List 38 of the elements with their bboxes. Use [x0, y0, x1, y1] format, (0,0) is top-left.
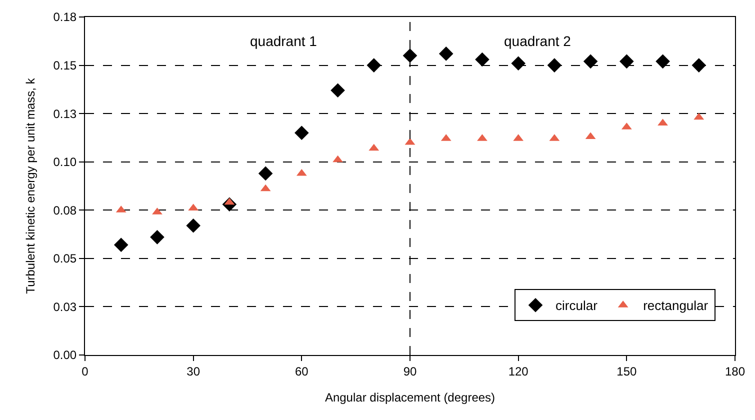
legend-label: rectangular [643, 298, 709, 314]
point [186, 218, 200, 233]
y-tick-label: 0.05 [53, 252, 77, 266]
annotation: quadrant 2 [504, 33, 572, 49]
x-tick-label: 180 [724, 364, 746, 378]
x-tick-label: 150 [616, 364, 637, 378]
y-tick-label: 0.00 [53, 348, 77, 362]
point [258, 166, 273, 181]
x-tick-label: 90 [403, 364, 417, 378]
point [438, 46, 454, 61]
y-tick-label: 0.15 [53, 58, 77, 72]
x-tick-label: 0 [82, 364, 89, 378]
y-tick-label: 0.10 [53, 155, 77, 170]
point [511, 56, 526, 70]
point [656, 54, 670, 69]
point [332, 155, 343, 162]
y-tick-label: 0.03 [53, 300, 77, 314]
point [294, 126, 309, 140]
point [114, 238, 128, 252]
point [402, 48, 418, 63]
x-tick-label: 60 [294, 364, 309, 378]
x-tick-label: 120 [508, 364, 529, 378]
point [583, 54, 598, 69]
point [692, 58, 706, 72]
point [366, 58, 382, 72]
x-tick-label: 30 [186, 364, 200, 378]
point [547, 58, 562, 72]
y-axis-title: Turbulent kinetic energy per unit mass, k [24, 77, 38, 294]
y-tick-label: 0.08 [53, 203, 77, 218]
point [475, 52, 490, 67]
x-axis-title: Angular displacement (degrees) [324, 390, 496, 404]
annotation: quadrant 1 [250, 33, 318, 49]
legend-label: circular [556, 298, 598, 314]
point [330, 83, 345, 98]
y-tick-label: 0.18 [53, 10, 77, 24]
point [620, 54, 634, 69]
y-tick-label: 0.13 [53, 106, 77, 121]
point [150, 230, 164, 244]
